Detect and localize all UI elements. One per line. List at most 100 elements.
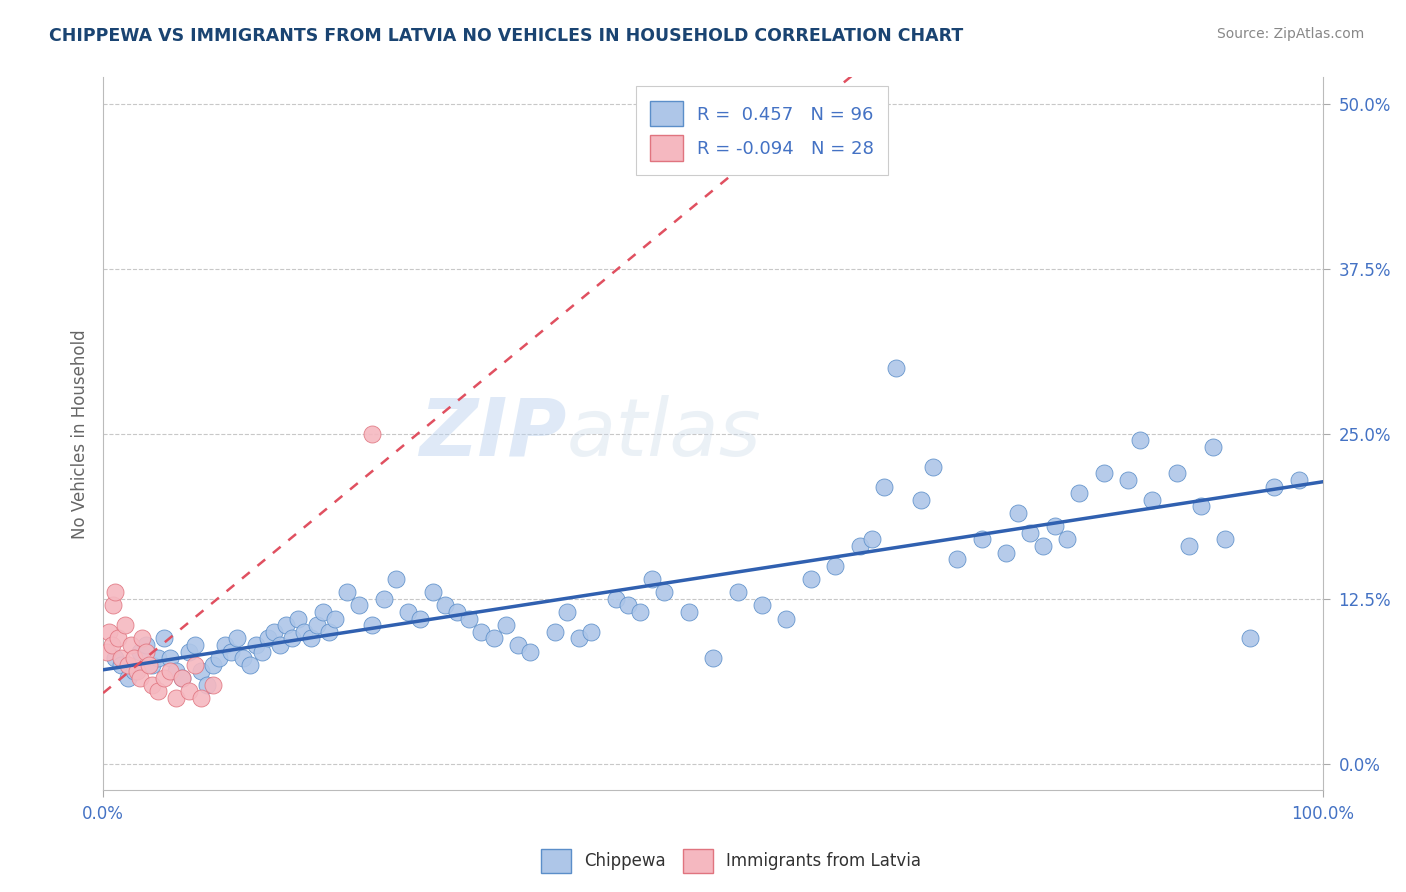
Legend: R =  0.457   N = 96, R = -0.094   N = 28: R = 0.457 N = 96, R = -0.094 N = 28 [636,87,889,176]
Point [946,552,969,566]
Point [128,671,150,685]
Point [433,599,456,613]
Point [994,546,1017,560]
Point [219,645,242,659]
Point [616,599,638,613]
Point [153,632,176,646]
Point [312,605,335,619]
Point [360,426,382,441]
Point [183,657,205,672]
Point [360,618,382,632]
Point [201,657,224,672]
Point [1178,539,1201,553]
Point [824,558,846,573]
Point [1189,500,1212,514]
Point [921,459,943,474]
Point [201,677,224,691]
Point [860,533,883,547]
Point [299,632,322,646]
Point [146,684,169,698]
Point [128,645,150,659]
Text: atlas: atlas [567,395,762,473]
Point [1288,473,1310,487]
Point [702,136,724,151]
Point [506,638,529,652]
Point [98,624,121,639]
Point [568,632,591,646]
Point [970,533,993,547]
Point [107,632,129,646]
Point [628,605,651,619]
Point [482,632,505,646]
Point [165,690,187,705]
Point [190,665,212,679]
Point [422,585,444,599]
Point [138,657,160,672]
Point [458,612,481,626]
Point [910,492,932,507]
Point [727,585,749,599]
Point [775,612,797,626]
Y-axis label: No Vehicles in Household: No Vehicles in Household [72,329,89,539]
Point [177,684,200,698]
Point [495,618,517,632]
Point [281,632,304,646]
Point [263,624,285,639]
Point [336,585,359,599]
Point [605,591,627,606]
Point [269,638,291,652]
Point [195,677,218,691]
Point [318,624,340,639]
Point [1239,632,1261,646]
Point [238,657,260,672]
Point [641,572,664,586]
Point [287,612,309,626]
Point [470,624,492,639]
Point [127,665,149,679]
Point [122,665,145,679]
Point [208,651,231,665]
Text: Source: ZipAtlas.com: Source: ZipAtlas.com [1216,27,1364,41]
Point [1056,533,1078,547]
Point [1142,492,1164,507]
Point [226,632,249,646]
Point [159,651,181,665]
Point [579,624,602,639]
Point [1202,440,1225,454]
Point [183,638,205,652]
Point [276,618,298,632]
Point [146,651,169,665]
Point [114,618,136,632]
Point [141,657,163,672]
Text: CHIPPEWA VS IMMIGRANTS FROM LATVIA NO VEHICLES IN HOUSEHOLD CORRELATION CHART: CHIPPEWA VS IMMIGRANTS FROM LATVIA NO VE… [49,27,963,45]
Point [122,651,145,665]
Point [652,585,675,599]
Text: ZIP: ZIP [419,395,567,473]
Point [1092,467,1115,481]
Point [232,651,254,665]
Point [519,645,541,659]
Point [110,651,132,665]
Point [1129,434,1152,448]
Point [848,539,870,553]
Point [135,638,157,652]
Point [153,671,176,685]
Point [245,638,267,652]
Point [800,572,823,586]
Point [141,677,163,691]
Point [1166,467,1188,481]
Point [165,665,187,679]
Point [305,618,328,632]
Point [172,671,194,685]
Point [396,605,419,619]
Point [117,671,139,685]
Point [104,651,127,665]
Point [135,645,157,659]
Point [172,671,194,685]
Point [446,605,468,619]
Point [409,612,432,626]
Point [373,591,395,606]
Point [1215,533,1237,547]
Point [190,690,212,705]
Point [1019,525,1042,540]
